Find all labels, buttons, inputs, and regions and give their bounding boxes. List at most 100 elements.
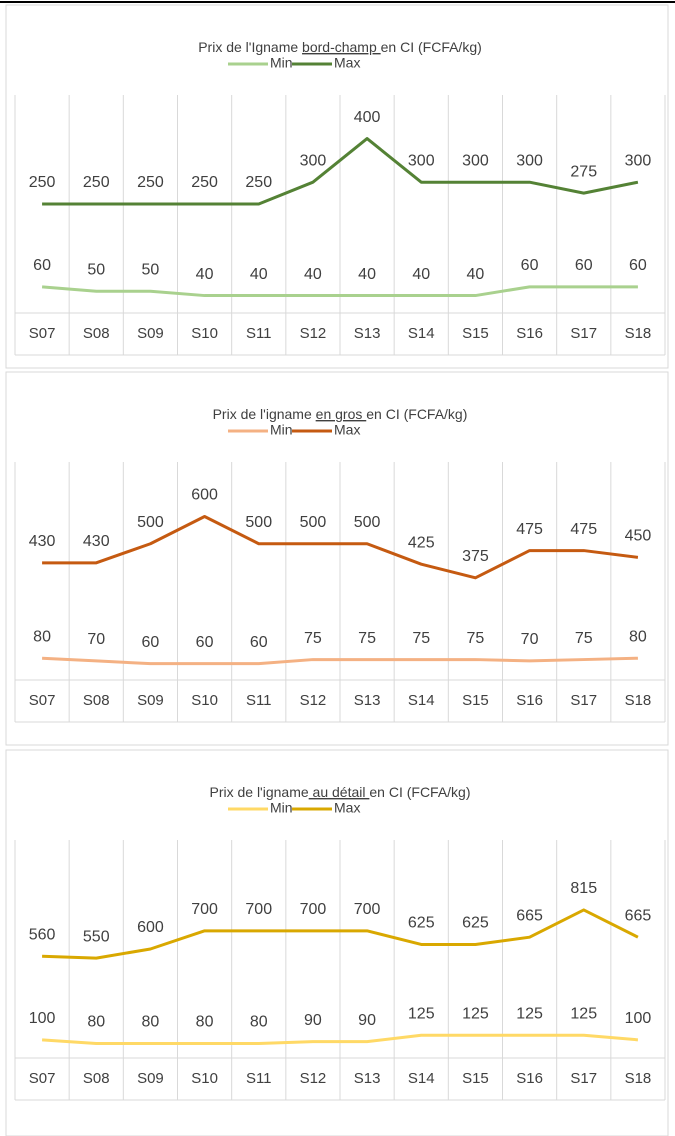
data-label: 600 <box>137 919 164 936</box>
data-label: 60 <box>33 257 51 274</box>
x-tick-label: S12 <box>300 325 327 342</box>
x-tick-label: S17 <box>570 1070 597 1087</box>
data-label: 80 <box>250 1014 268 1031</box>
data-label: 125 <box>516 1006 543 1023</box>
data-label: 40 <box>467 266 485 283</box>
x-tick-label: S10 <box>191 1070 218 1087</box>
x-tick-label: S14 <box>408 692 435 709</box>
x-tick-label: S07 <box>29 325 56 342</box>
x-tick-label: S13 <box>354 1070 381 1087</box>
x-tick-label: S09 <box>137 325 164 342</box>
x-tick-label: S12 <box>300 1070 327 1087</box>
data-label: 500 <box>354 514 381 531</box>
x-tick-label: S07 <box>29 1070 56 1087</box>
series-line <box>42 908 639 960</box>
data-label: 425 <box>408 534 435 551</box>
data-label: 550 <box>83 928 110 945</box>
data-label: 60 <box>629 257 647 274</box>
data-label: 250 <box>29 174 56 191</box>
data-label: 100 <box>29 1010 56 1027</box>
legend-label: Max <box>334 55 360 71</box>
title-part: en CI (FCFA/kg) <box>366 406 467 422</box>
data-label: 430 <box>29 533 56 550</box>
data-label: 40 <box>196 266 214 283</box>
x-tick-label: S15 <box>462 692 489 709</box>
legend-label: Min <box>270 422 293 438</box>
x-tick-label: S16 <box>516 692 543 709</box>
data-label: 815 <box>570 880 597 897</box>
title-part: au détail <box>309 784 370 800</box>
x-tick-label: S18 <box>625 1070 652 1087</box>
data-label: 40 <box>358 266 376 283</box>
data-label: 700 <box>245 901 272 918</box>
data-label: 625 <box>408 915 435 932</box>
series-line <box>41 285 638 298</box>
data-label: 375 <box>462 548 489 565</box>
data-label: 475 <box>570 521 597 538</box>
data-label: 665 <box>625 907 652 924</box>
data-label: 125 <box>408 1006 435 1023</box>
data-label: 40 <box>412 266 430 283</box>
data-label: 90 <box>304 1012 322 1029</box>
data-label: 50 <box>142 261 160 278</box>
data-label: 300 <box>408 152 435 169</box>
data-label: 80 <box>142 1014 160 1031</box>
data-label: 70 <box>87 631 105 648</box>
x-tick-label: S11 <box>246 692 272 709</box>
data-label: 450 <box>625 528 652 545</box>
data-label: 80 <box>87 1014 105 1031</box>
x-tick-label: S09 <box>137 692 164 709</box>
x-tick-label: S16 <box>516 325 543 342</box>
data-label: 300 <box>516 152 543 169</box>
title-part: en CI (FCFA/kg) <box>369 784 470 800</box>
data-label: 80 <box>33 628 51 645</box>
legend-label: Min <box>270 55 293 71</box>
data-label: 80 <box>629 628 647 645</box>
data-label: 60 <box>250 634 268 651</box>
data-label: 400 <box>354 109 381 126</box>
x-tick-label: S13 <box>354 692 381 709</box>
data-label: 125 <box>570 1006 597 1023</box>
x-tick-label: S11 <box>246 1070 272 1087</box>
chart-title: Prix de l'igname au détail en CI (FCFA/k… <box>209 784 470 800</box>
data-label: 75 <box>575 630 593 647</box>
data-label: 300 <box>625 152 652 169</box>
data-label: 80 <box>196 1014 214 1031</box>
data-label: 250 <box>191 174 218 191</box>
series-line <box>42 137 639 206</box>
x-tick-label: S07 <box>29 692 56 709</box>
legend-label: Max <box>334 800 360 816</box>
data-label: 430 <box>83 533 110 550</box>
series-line <box>42 656 638 666</box>
data-label: 700 <box>300 901 327 918</box>
data-label: 90 <box>358 1012 376 1029</box>
data-label: 250 <box>137 174 164 191</box>
title-part: Prix de l'Igname <box>198 39 302 55</box>
x-tick-label: S17 <box>570 692 597 709</box>
data-label: 100 <box>625 1010 652 1027</box>
data-label: 250 <box>83 174 110 191</box>
legend-label: Min <box>270 800 293 816</box>
series-line <box>42 515 639 580</box>
data-label: 75 <box>412 630 430 647</box>
data-label: 125 <box>462 1006 489 1023</box>
data-label: 75 <box>304 630 322 647</box>
data-label: 500 <box>300 514 327 531</box>
x-tick-label: S11 <box>246 325 272 342</box>
data-label: 700 <box>191 901 218 918</box>
x-tick-label: S18 <box>625 325 652 342</box>
data-label: 40 <box>304 266 322 283</box>
data-label: 250 <box>245 174 272 191</box>
data-label: 60 <box>196 634 214 651</box>
data-label: 75 <box>358 630 376 647</box>
data-label: 625 <box>462 915 489 932</box>
data-label: 300 <box>300 152 327 169</box>
x-tick-label: S08 <box>83 1070 110 1087</box>
data-label: 50 <box>87 261 105 278</box>
data-label: 500 <box>245 514 272 531</box>
chart-frame <box>5 749 669 1136</box>
data-label: 665 <box>516 907 543 924</box>
legend-label: Max <box>334 422 360 438</box>
title-part: bord-champ <box>302 39 381 55</box>
data-label: 600 <box>191 487 218 504</box>
